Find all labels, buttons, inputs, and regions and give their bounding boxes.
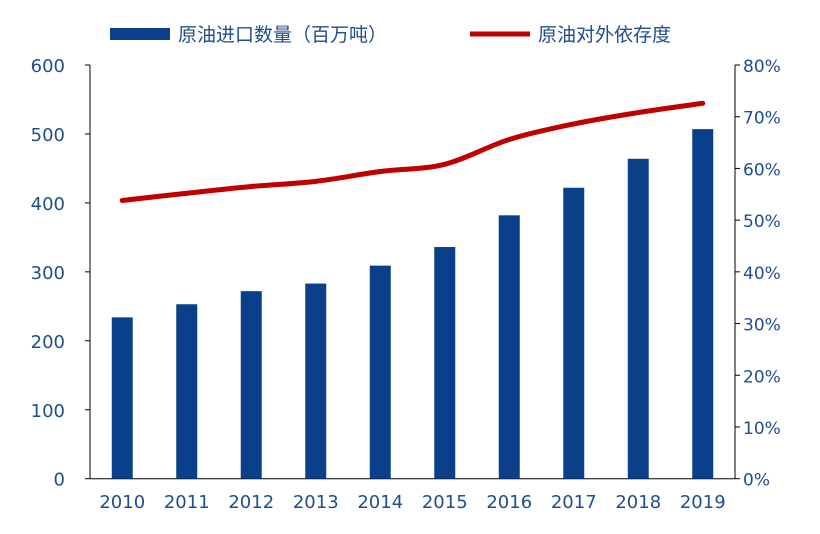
- left-tick-label: 400: [31, 194, 65, 215]
- bar-2016: [499, 215, 520, 478]
- x-tick-label: 2015: [422, 492, 468, 513]
- x-tick-label: 2011: [164, 492, 210, 513]
- right-tick-label: 30%: [743, 316, 781, 336]
- legend: 原油进口数量（百万吨） 原油对外依存度: [110, 24, 671, 46]
- right-tick-label: 60%: [743, 160, 781, 180]
- left-tick-label: 300: [31, 263, 65, 284]
- right-tick-label: 0%: [743, 471, 770, 491]
- right-tick-label: 40%: [743, 264, 781, 284]
- x-tick-label: 2014: [357, 492, 403, 513]
- legend-swatch-bar: [110, 28, 170, 40]
- left-tick-label: 500: [31, 125, 65, 146]
- right-tick-label: 70%: [743, 109, 781, 129]
- bar-2017: [563, 188, 584, 479]
- left-tick-label: 100: [31, 401, 65, 422]
- left-tick-label: 200: [31, 332, 65, 353]
- bar-2018: [628, 159, 649, 479]
- bar-2010: [112, 317, 133, 478]
- bar-2014: [370, 266, 391, 479]
- bar-2013: [305, 284, 326, 479]
- bar-2012: [241, 291, 262, 479]
- bar-2011: [176, 304, 197, 478]
- right-tick-label: 20%: [743, 367, 781, 387]
- right-tick-label: 50%: [743, 212, 781, 232]
- x-tick-label: 2013: [293, 492, 339, 513]
- x-tick-label: 2010: [99, 492, 145, 513]
- x-tick-label: 2016: [486, 492, 532, 513]
- right-tick-label: 10%: [743, 419, 781, 439]
- x-tick-label: 2012: [228, 492, 274, 513]
- right-tick-label: 80%: [743, 57, 781, 77]
- x-tick-label: 2018: [615, 492, 661, 513]
- left-tick-label: 0: [54, 470, 65, 491]
- dependency-line: [122, 103, 703, 200]
- x-tick-label: 2017: [551, 492, 597, 513]
- bar-2015: [434, 247, 455, 479]
- left-tick-label: 600: [31, 56, 65, 77]
- bar-2019: [692, 129, 713, 479]
- x-tick-label: 2019: [680, 492, 726, 513]
- legend-label-bar: 原油进口数量（百万吨）: [178, 24, 387, 46]
- legend-label-line: 原油对外依存度: [538, 24, 671, 46]
